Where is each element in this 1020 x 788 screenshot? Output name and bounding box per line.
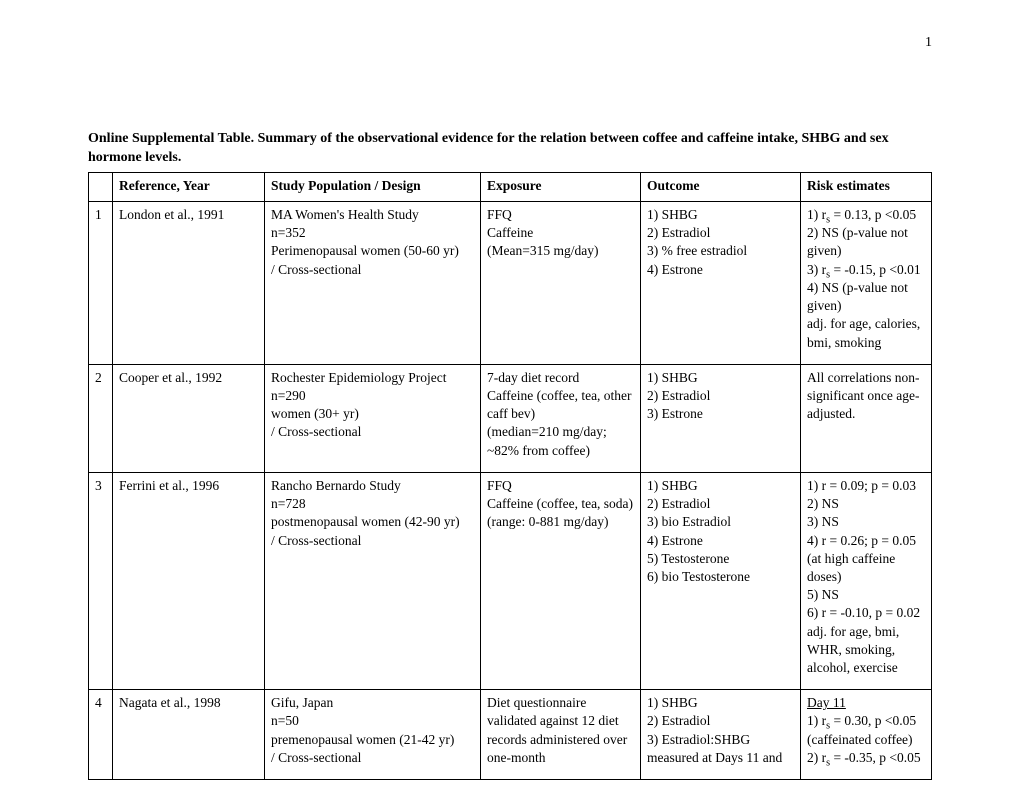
table-row: 2Cooper et al., 1992Rochester Epidemiolo… [89, 364, 932, 472]
col-outcome: Outcome [641, 172, 801, 201]
col-num [89, 172, 113, 201]
table-caption: Online Supplemental Table. Summary of th… [88, 130, 932, 168]
table-header-row: Reference, Year Study Population / Desig… [89, 172, 932, 201]
cell-population: Rancho Bernardo Studyn=728postmenopausal… [265, 472, 481, 689]
cell-population: Rochester Epidemiology Projectn=290women… [265, 364, 481, 472]
cell-num: 2 [89, 364, 113, 472]
col-population: Study Population / Design [265, 172, 481, 201]
table-row: 1London et al., 1991MA Women's Health St… [89, 202, 932, 365]
col-reference: Reference, Year [113, 172, 265, 201]
cell-reference: London et al., 1991 [113, 202, 265, 365]
cell-exposure: FFQCaffeine (coffee, tea, soda)(range: 0… [481, 472, 641, 689]
page-number: 1 [925, 35, 932, 51]
content-area: Online Supplemental Table. Summary of th… [88, 130, 932, 780]
table-row: 4Nagata et al., 1998Gifu, Japann=50preme… [89, 690, 932, 780]
cell-exposure: FFQCaffeine(Mean=315 mg/day) [481, 202, 641, 365]
cell-num: 1 [89, 202, 113, 365]
cell-reference: Nagata et al., 1998 [113, 690, 265, 780]
evidence-table: Reference, Year Study Population / Desig… [88, 172, 932, 780]
cell-reference: Cooper et al., 1992 [113, 364, 265, 472]
cell-risk: All correlations non-significant once ag… [801, 364, 932, 472]
cell-reference: Ferrini et al., 1996 [113, 472, 265, 689]
col-exposure: Exposure [481, 172, 641, 201]
cell-num: 3 [89, 472, 113, 689]
cell-exposure: Diet questionnaire validated against 12 … [481, 690, 641, 780]
cell-population: Gifu, Japann=50premenopausal women (21-4… [265, 690, 481, 780]
cell-outcome: 1) SHBG2) Estradiol3) % free estradiol4)… [641, 202, 801, 365]
cell-risk: 1) r = 0.09; p = 0.032) NS3) NS4) r = 0.… [801, 472, 932, 689]
cell-risk: 1) rs = 0.13, p <0.052) NS (p-value not … [801, 202, 932, 365]
cell-population: MA Women's Health Studyn=352Perimenopaus… [265, 202, 481, 365]
cell-num: 4 [89, 690, 113, 780]
cell-exposure: 7-day diet recordCaffeine (coffee, tea, … [481, 364, 641, 472]
cell-outcome: 1) SHBG2) Estradiol3) bio Estradiol4) Es… [641, 472, 801, 689]
col-risk: Risk estimates [801, 172, 932, 201]
cell-outcome: 1) SHBG2) Estradiol3) Estrone [641, 364, 801, 472]
cell-risk: Day 111) rs = 0.30, p <0.05 (caffeinated… [801, 690, 932, 780]
table-row: 3Ferrini et al., 1996Rancho Bernardo Stu… [89, 472, 932, 689]
cell-outcome: 1) SHBG2) Estradiol3) Estradiol:SHBGmeas… [641, 690, 801, 780]
